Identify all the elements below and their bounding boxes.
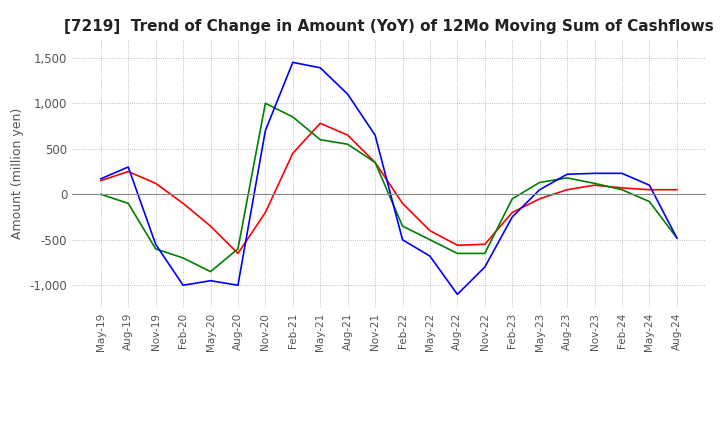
Free Cashflow <box>179 282 187 288</box>
Operating Cashflow <box>179 201 187 206</box>
Investing Cashflow <box>316 137 325 142</box>
Free Cashflow <box>206 278 215 283</box>
Operating Cashflow <box>672 187 681 192</box>
Free Cashflow <box>371 132 379 138</box>
Operating Cashflow <box>563 187 572 192</box>
Operating Cashflow <box>508 210 516 215</box>
Free Cashflow <box>536 187 544 192</box>
Operating Cashflow <box>536 196 544 202</box>
Investing Cashflow <box>124 201 132 206</box>
Operating Cashflow <box>645 187 654 192</box>
Free Cashflow <box>343 92 352 97</box>
Free Cashflow <box>563 172 572 177</box>
Investing Cashflow <box>179 255 187 260</box>
Free Cashflow <box>151 242 160 247</box>
Investing Cashflow <box>233 246 242 252</box>
Free Cashflow <box>672 235 681 241</box>
Investing Cashflow <box>426 237 434 242</box>
Investing Cashflow <box>151 246 160 252</box>
Investing Cashflow <box>261 101 270 106</box>
Free Cashflow <box>645 183 654 188</box>
Operating Cashflow <box>289 150 297 156</box>
Operating Cashflow <box>426 228 434 233</box>
Operating Cashflow <box>96 178 105 183</box>
Free Cashflow <box>316 65 325 70</box>
Operating Cashflow <box>480 242 489 247</box>
Investing Cashflow <box>289 114 297 120</box>
Investing Cashflow <box>618 187 626 192</box>
Investing Cashflow <box>371 160 379 165</box>
Operating Cashflow <box>233 251 242 256</box>
Operating Cashflow <box>151 181 160 186</box>
Investing Cashflow <box>453 251 462 256</box>
Title: [7219]  Trend of Change in Amount (YoY) of 12Mo Moving Sum of Cashflows: [7219] Trend of Change in Amount (YoY) o… <box>64 19 714 34</box>
Operating Cashflow <box>371 160 379 165</box>
Investing Cashflow <box>536 180 544 185</box>
Investing Cashflow <box>398 224 407 229</box>
Investing Cashflow <box>508 196 516 202</box>
Free Cashflow <box>618 171 626 176</box>
Operating Cashflow <box>316 121 325 126</box>
Free Cashflow <box>96 176 105 181</box>
Free Cashflow <box>480 264 489 270</box>
Operating Cashflow <box>618 185 626 191</box>
Investing Cashflow <box>590 181 599 186</box>
Operating Cashflow <box>206 224 215 229</box>
Free Cashflow <box>261 128 270 133</box>
Free Cashflow <box>426 253 434 259</box>
Free Cashflow <box>289 60 297 65</box>
Operating Cashflow <box>261 210 270 215</box>
Y-axis label: Amount (million yen): Amount (million yen) <box>11 108 24 239</box>
Operating Cashflow <box>398 201 407 206</box>
Investing Cashflow <box>96 192 105 197</box>
Operating Cashflow <box>590 183 599 188</box>
Line: Operating Cashflow: Operating Cashflow <box>101 123 677 253</box>
Free Cashflow <box>590 171 599 176</box>
Operating Cashflow <box>343 132 352 138</box>
Investing Cashflow <box>206 269 215 274</box>
Investing Cashflow <box>563 175 572 180</box>
Operating Cashflow <box>124 169 132 174</box>
Operating Cashflow <box>453 242 462 248</box>
Free Cashflow <box>508 214 516 220</box>
Free Cashflow <box>398 237 407 242</box>
Free Cashflow <box>124 164 132 169</box>
Investing Cashflow <box>343 142 352 147</box>
Line: Investing Cashflow: Investing Cashflow <box>101 103 677 271</box>
Investing Cashflow <box>672 235 681 241</box>
Investing Cashflow <box>645 199 654 204</box>
Free Cashflow <box>233 282 242 288</box>
Free Cashflow <box>453 292 462 297</box>
Line: Free Cashflow: Free Cashflow <box>101 62 677 294</box>
Investing Cashflow <box>480 251 489 256</box>
